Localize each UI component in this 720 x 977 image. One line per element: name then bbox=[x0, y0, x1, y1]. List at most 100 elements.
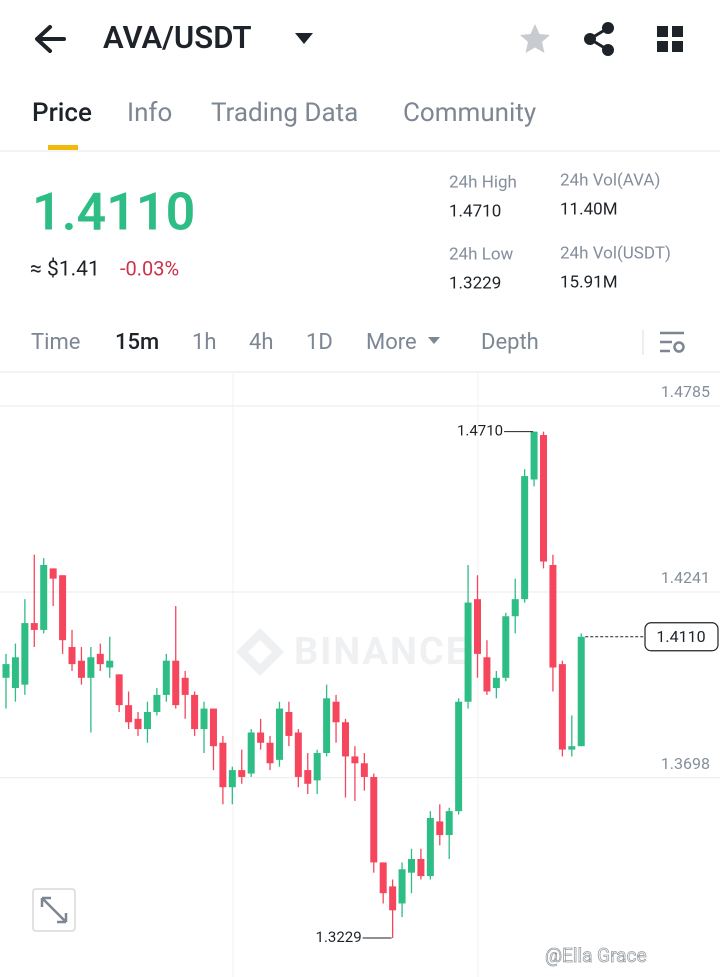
candle-body bbox=[521, 476, 529, 600]
interval-tab[interactable]: 1h bbox=[192, 330, 216, 355]
candle-body bbox=[474, 599, 481, 654]
candle-body bbox=[492, 677, 500, 689]
candle-body bbox=[398, 869, 406, 904]
candle-body bbox=[436, 821, 444, 836]
candle-body bbox=[181, 677, 189, 695]
candle-body bbox=[209, 708, 217, 747]
candle-body bbox=[115, 674, 123, 706]
candle-body bbox=[568, 746, 576, 750]
stat-value: 11.40M bbox=[560, 199, 618, 219]
candle-body bbox=[530, 431, 538, 480]
candle-body bbox=[464, 602, 472, 702]
candle-body bbox=[238, 770, 246, 777]
candle-body bbox=[483, 657, 491, 692]
interval-tab[interactable]: Depth bbox=[481, 330, 539, 355]
stat-value: 1.4710 bbox=[449, 201, 501, 221]
pair-dropdown[interactable] bbox=[295, 33, 313, 44]
candle-body bbox=[549, 564, 557, 668]
candle-body bbox=[219, 742, 227, 788]
candle-body bbox=[313, 753, 321, 781]
back-button[interactable] bbox=[35, 25, 66, 53]
candle-body bbox=[445, 811, 453, 836]
candle-body bbox=[558, 664, 566, 750]
interval-tab[interactable]: 4h bbox=[249, 330, 273, 355]
y-tick-label: 1.4785 bbox=[661, 382, 710, 401]
candle-body bbox=[125, 705, 133, 723]
candle-body bbox=[275, 708, 283, 760]
watermark: BINANCE bbox=[294, 630, 469, 674]
candle-body bbox=[379, 862, 387, 894]
stat-label: 24h High bbox=[449, 172, 517, 192]
candle-body bbox=[49, 568, 57, 579]
fiat-price: ≈ $1.41 bbox=[30, 258, 100, 282]
more-dropdown[interactable] bbox=[428, 337, 440, 344]
candle-body bbox=[540, 435, 548, 562]
candle-body bbox=[417, 859, 425, 877]
candle-body bbox=[40, 564, 48, 630]
candle-body bbox=[577, 636, 585, 747]
candle-body bbox=[172, 660, 180, 706]
candle-body bbox=[332, 701, 340, 723]
candle-body bbox=[30, 623, 38, 630]
candle-body bbox=[191, 694, 199, 730]
y-tick-label: 1.3698 bbox=[661, 754, 710, 773]
last-price-box bbox=[644, 622, 719, 652]
annotation-label: 1.3229 bbox=[316, 928, 362, 946]
candle-body bbox=[21, 623, 29, 685]
candle-body bbox=[389, 886, 397, 911]
candle-body bbox=[77, 660, 85, 678]
candle-body bbox=[304, 770, 312, 784]
candle-body bbox=[502, 616, 510, 678]
candle-body bbox=[407, 859, 415, 873]
candle-body bbox=[370, 776, 378, 863]
stat-value: 1.3229 bbox=[449, 273, 501, 293]
tab[interactable]: Price bbox=[32, 98, 92, 128]
candle-body bbox=[68, 647, 76, 665]
candle-body bbox=[285, 711, 293, 736]
interval-tab[interactable]: 15m bbox=[115, 330, 159, 355]
y-tick-label: 1.4241 bbox=[661, 568, 710, 587]
candle-body bbox=[247, 732, 255, 774]
share-icon[interactable] bbox=[584, 22, 614, 56]
interval-tab[interactable]: More bbox=[366, 330, 417, 355]
candle-body bbox=[294, 732, 302, 777]
candle-body bbox=[511, 599, 519, 617]
candle-body bbox=[143, 711, 151, 730]
candle-body bbox=[87, 657, 95, 678]
stat-label: 24h Low bbox=[449, 244, 514, 264]
candle-body bbox=[96, 653, 104, 665]
candle-body bbox=[426, 817, 434, 877]
candle-body bbox=[257, 732, 265, 743]
candle-body bbox=[266, 742, 274, 764]
last-price-label: 1.4110 bbox=[656, 627, 705, 646]
interval-tab[interactable]: Time bbox=[31, 330, 80, 355]
candle-body bbox=[351, 756, 359, 764]
candle-body bbox=[360, 763, 368, 777]
candle-body bbox=[200, 708, 208, 730]
interval-tab[interactable]: 1D bbox=[306, 330, 333, 355]
candle-body bbox=[323, 698, 331, 754]
tab[interactable]: Info bbox=[127, 98, 172, 128]
candle-body bbox=[455, 701, 463, 812]
candle-body bbox=[106, 660, 114, 668]
favorite-icon[interactable] bbox=[520, 24, 550, 53]
stat-label: 24h Vol(USDT) bbox=[560, 243, 671, 263]
stat-label: 24h Vol(AVA) bbox=[560, 170, 660, 190]
chart-settings-icon[interactable] bbox=[660, 331, 685, 353]
watermark-logo bbox=[236, 628, 284, 676]
candle-body bbox=[228, 770, 236, 788]
tab[interactable]: Trading Data bbox=[211, 98, 358, 128]
credit-watermark: @Ella Grace bbox=[545, 944, 647, 967]
candle-body bbox=[162, 660, 170, 695]
menu-grid-icon[interactable] bbox=[657, 26, 683, 52]
pair-title[interactable]: AVA/USDT bbox=[103, 19, 252, 56]
tab[interactable]: Community bbox=[403, 98, 536, 128]
candle-body bbox=[341, 722, 349, 757]
annotation-label: 1.4710 bbox=[457, 422, 503, 440]
active-tab-indicator bbox=[48, 145, 78, 150]
candle-body bbox=[2, 664, 10, 678]
candle-body bbox=[11, 657, 19, 689]
price-change: -0.03% bbox=[120, 256, 179, 280]
expand-button[interactable] bbox=[32, 888, 76, 932]
